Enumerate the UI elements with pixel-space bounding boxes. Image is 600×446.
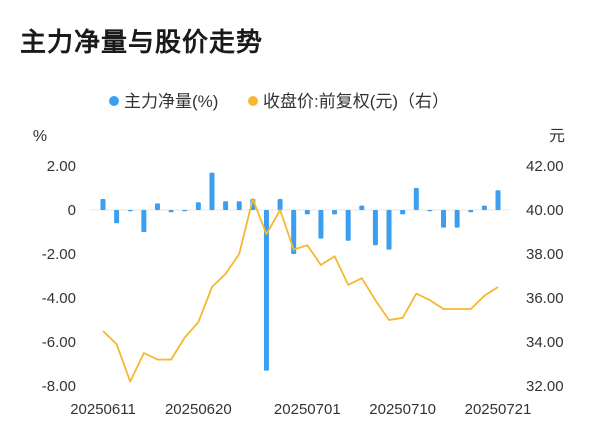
- x-tick-label: 20250710: [369, 401, 436, 418]
- bar: [441, 210, 447, 228]
- bar: [182, 210, 188, 212]
- bar: [372, 210, 378, 246]
- bar: [100, 199, 106, 210]
- legend-marker-bar: [109, 96, 119, 106]
- bar: [154, 203, 160, 210]
- left-tick-label: -4.00: [42, 290, 76, 307]
- bar: [345, 210, 351, 241]
- left-tick-label: -6.00: [42, 334, 76, 351]
- bar: [263, 210, 269, 371]
- right-tick-label: 38.00: [526, 246, 564, 263]
- right-tick-label: 42.00: [526, 158, 564, 175]
- bar: [454, 210, 460, 228]
- bar: [400, 210, 406, 215]
- x-tick-label: 20250620: [165, 401, 232, 418]
- legend-label-line: 收盘价:前复权(元)（右）: [263, 92, 449, 111]
- left-tick-label: -2.00: [42, 246, 76, 263]
- bar: [413, 188, 419, 210]
- bar: [127, 210, 133, 212]
- bar: [114, 210, 120, 224]
- bar: [277, 199, 283, 210]
- price-line: [102, 198, 499, 383]
- bar: [481, 205, 487, 210]
- bar: [168, 210, 174, 213]
- right-axis-unit: 元: [549, 128, 565, 145]
- bar: [141, 210, 147, 232]
- chart-title: 主力净量与股价走势: [20, 27, 264, 57]
- bar: [236, 201, 242, 210]
- right-tick-label: 34.00: [526, 334, 564, 351]
- bar: [468, 210, 474, 213]
- bar: [223, 201, 229, 210]
- left-axis-unit: %: [33, 128, 47, 145]
- bar: [427, 210, 433, 212]
- bar: [318, 210, 324, 239]
- x-tick-label: 20250721: [465, 401, 532, 418]
- left-tick-label: 2.00: [47, 158, 76, 175]
- bar: [195, 202, 201, 210]
- x-tick-label: 20250701: [274, 401, 341, 418]
- left-tick-label: 0: [68, 202, 76, 219]
- right-tick-label: 32.00: [526, 378, 564, 395]
- bar: [332, 210, 338, 215]
- legend-marker-line: [248, 96, 258, 106]
- bar: [386, 210, 392, 250]
- bar: [304, 210, 310, 215]
- bar: [209, 172, 215, 210]
- right-tick-label: 36.00: [526, 290, 564, 307]
- left-tick-label: -8.00: [42, 378, 76, 395]
- bar: [495, 190, 501, 210]
- legend-label-bar: 主力净量(%): [124, 92, 218, 111]
- x-tick-label: 20250611: [70, 401, 136, 418]
- right-tick-label: 40.00: [526, 202, 564, 219]
- bar: [359, 205, 365, 210]
- bar: [291, 210, 297, 254]
